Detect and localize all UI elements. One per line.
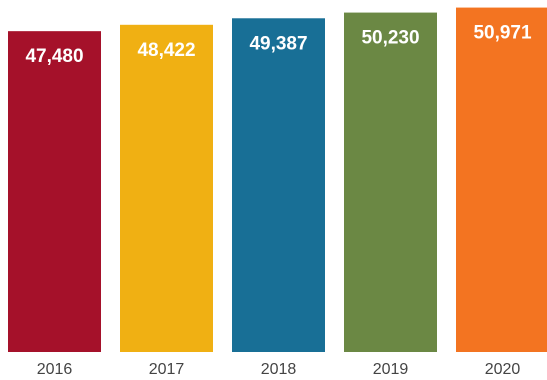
bars-group: [8, 7, 547, 352]
x-axis-tick-labels: 2016 2017 2018 2019 2020: [37, 361, 521, 378]
value-labels-group: 47,480 48,422 49,387 50,230 50,971: [25, 23, 532, 68]
bar-2018: [232, 18, 325, 352]
value-label-2017: 48,422: [137, 40, 195, 61]
bar-2017: [120, 24, 213, 352]
value-label-2018: 49,387: [249, 33, 307, 54]
bar-2016: [8, 31, 101, 352]
x-tick-label-2020: 2020: [485, 361, 521, 378]
x-tick-label-2017: 2017: [149, 361, 185, 378]
bar-2019: [344, 12, 437, 352]
bar-2020: [456, 7, 547, 352]
x-tick-label-2016: 2016: [37, 361, 73, 378]
x-tick-label-2019: 2019: [373, 361, 409, 378]
value-label-2019: 50,230: [361, 28, 419, 49]
value-label-2020: 50,971: [473, 23, 532, 44]
x-tick-label-2018: 2018: [261, 361, 297, 378]
value-label-2016: 47,480: [25, 46, 83, 67]
